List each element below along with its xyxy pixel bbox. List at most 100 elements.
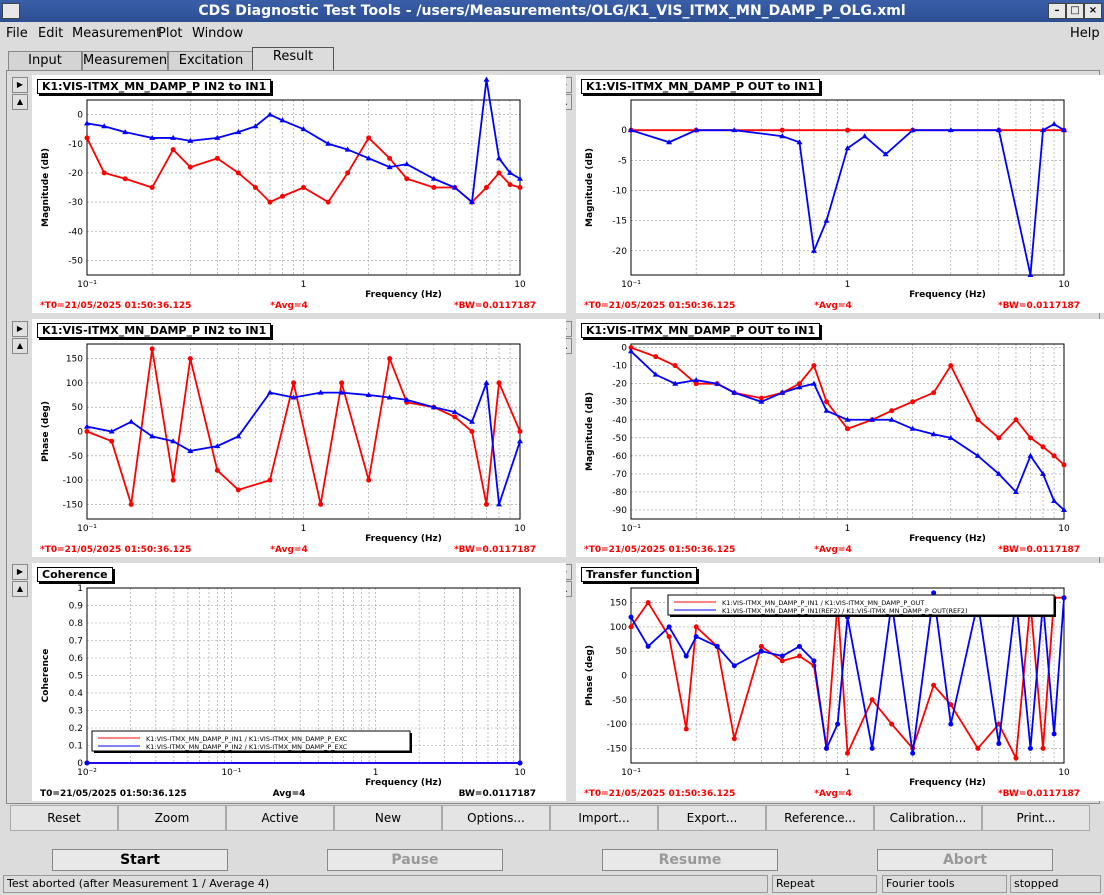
data-point [947,434,954,440]
menu-edit[interactable]: Edit [38,26,64,41]
data-point [796,384,803,390]
export-button[interactable]: Export... [658,805,766,831]
x-axis-label: Frequency (Hz) [365,778,442,788]
plot-panel-6[interactable]: Transfer function 150 100 50 0 -50 -100 -150 10… [576,563,1104,801]
status-message: Test aborted (after Measurement 1 / Aver… [3,875,768,893]
minimize-icon[interactable]: – [1048,3,1066,19]
panel-1-collapse-icon[interactable]: ▲ [12,94,28,110]
data-point [909,425,916,431]
panel-5-collapse-icon[interactable]: ▲ [12,581,28,597]
y-tick-label: -150 [63,500,84,510]
data-point [430,404,437,410]
y-tick-label: 0 [77,759,83,769]
transfer-function-chart[interactable]: 150 100 50 0 -50 -100 -150 10⁻¹ 1 10 Frequency (Hz… [576,563,1104,801]
options-button[interactable]: Options... [442,805,550,831]
abort-button[interactable]: Abort [877,849,1053,871]
data-point [996,741,1002,747]
tab-input[interactable]: Input [8,51,82,70]
panel-3-collapse-icon[interactable]: ▲ [12,338,28,354]
pause-button[interactable]: Pause [327,849,503,871]
zoom-button[interactable]: Zoom [118,805,226,831]
data-point [84,135,90,141]
data-point [122,129,129,135]
data-point [496,170,502,176]
menu-file[interactable]: File [6,26,28,41]
data-point [468,418,475,424]
plot-panel-5[interactable]: Coherence 1 0.9 0.8 0.7 0.6 0.5 0.4 0.3 0.2 0.1 0 1… [32,563,566,801]
y-tick-label: 0 [621,672,627,682]
x-tick-label: 1 [845,524,851,534]
y-axis-label: Phase (deg) [585,645,595,706]
data-point [693,634,699,640]
coherence-chart[interactable]: 1 0.9 0.8 0.7 0.6 0.5 0.4 0.3 0.2 0.1 010⁻² 10⁻¹ 1 10… [32,563,566,801]
new-button[interactable]: New [334,805,442,831]
data-point [666,139,673,145]
tab-result[interactable]: Result [252,47,334,70]
plot-panel-2[interactable]: K1:VIS-ITMX_MN_DAMP_P OUT to IN1 0 -5 -10 -… [576,75,1104,313]
active-button[interactable]: Active [226,805,334,831]
panel-5-options-icon[interactable]: ▶ [12,564,28,580]
series-line-1 [630,592,1065,754]
close-icon[interactable]: × [1084,3,1102,19]
import-button[interactable]: Import... [550,805,658,831]
y-tick-label: 50 [616,647,628,657]
data-point [451,409,458,415]
plot-panel-1[interactable]: K1:VIS-ITMX_MN_DAMP_P IN2 to IN1 0 -10 -20… [32,75,566,313]
footer-bw: BW=0.0117187 [459,789,536,799]
y-tick-label: -60 [612,452,627,462]
data-point [1051,731,1057,737]
magnitude-chart-out[interactable]: 0 -5 -10 -15 -20 10⁻¹ 1 10 Frequency (Hz) Magnitu… [576,75,1104,313]
panel-3-options-icon[interactable]: ▶ [12,321,28,337]
phase-chart-in2[interactable]: 150 100 50 0 -50 -100 -150 10⁻¹ 1 10 Frequency (Hz… [32,319,566,557]
y-tick-label: -100 [607,720,628,730]
y-tick-label: -30 [612,398,627,408]
y-tick-label: 0.3 [69,707,83,717]
data-point [149,134,156,140]
resume-button[interactable]: Resume [602,849,778,871]
y-tick-label: -90 [612,506,627,516]
data-point [214,443,221,449]
window-menu-icon[interactable] [2,3,20,19]
data-point [810,380,817,386]
data-point [101,170,107,176]
menu-plot[interactable]: Plot [158,26,183,41]
footer-bw: *BW=0.0117187 [998,545,1080,555]
status-mode: Repeat [772,875,877,893]
data-point [291,380,297,386]
plot-frame [630,587,1065,764]
y-tick-label: -70 [612,470,627,480]
data-point [1040,444,1046,450]
panel-1-options-icon[interactable]: ▶ [12,77,28,93]
magnitude-chart-out-2[interactable]: 0 -10 -20 -30 -40 -50 -60 -70 -80 -90 10⁻¹ 1 10 Frequ… [576,319,1104,557]
calibration-button[interactable]: Calibration... [874,805,982,831]
plot-title: Transfer function [581,567,698,582]
status-state: stopped [1010,875,1101,893]
print-button[interactable]: Print... [982,805,1090,831]
reset-button[interactable]: Reset [10,805,118,831]
data-point [758,643,764,649]
start-button[interactable]: Start [52,849,228,871]
tab-measurement[interactable]: Measurement [82,51,173,70]
legend-label: K1:VIS-ITMX_MN_DAMP_P_IN2 / K1:VIS-ITMX_… [146,743,348,751]
menu-window[interactable]: Window [192,26,244,41]
data-point [779,127,785,133]
data-point [365,155,372,161]
data-point [468,199,475,205]
data-point [869,416,876,422]
plot-panel-3[interactable]: K1:VIS-ITMX_MN_DAMP_P IN2 to IN1 150 100 5… [32,319,566,557]
reference-button[interactable]: Reference... [766,805,874,831]
magnitude-chart-in2[interactable]: 0 -10 -20 -30 -40 -50 10⁻¹ 1 10 Frequency (Hz) Mag… [32,75,566,313]
menu-measurement[interactable]: Measurement [72,26,162,41]
y-tick-label: -100 [63,476,84,486]
maximize-icon[interactable]: □ [1066,3,1084,19]
data-point [1040,127,1047,133]
plot-panel-4[interactable]: K1:VIS-ITMX_MN_DAMP_P OUT to IN1 0 -10 -20… [576,319,1104,557]
tab-excitation[interactable]: Excitation [168,51,254,70]
plot-toolbar: Reset Zoom Active New Options... Import.… [10,805,1092,831]
x-tick-label: 10 [514,280,526,290]
data-point [365,392,372,398]
x-tick-label: 1 [845,768,851,778]
menu-help[interactable]: Help [1070,26,1100,41]
data-point [779,658,785,664]
x-tick-label: 1 [301,524,307,534]
